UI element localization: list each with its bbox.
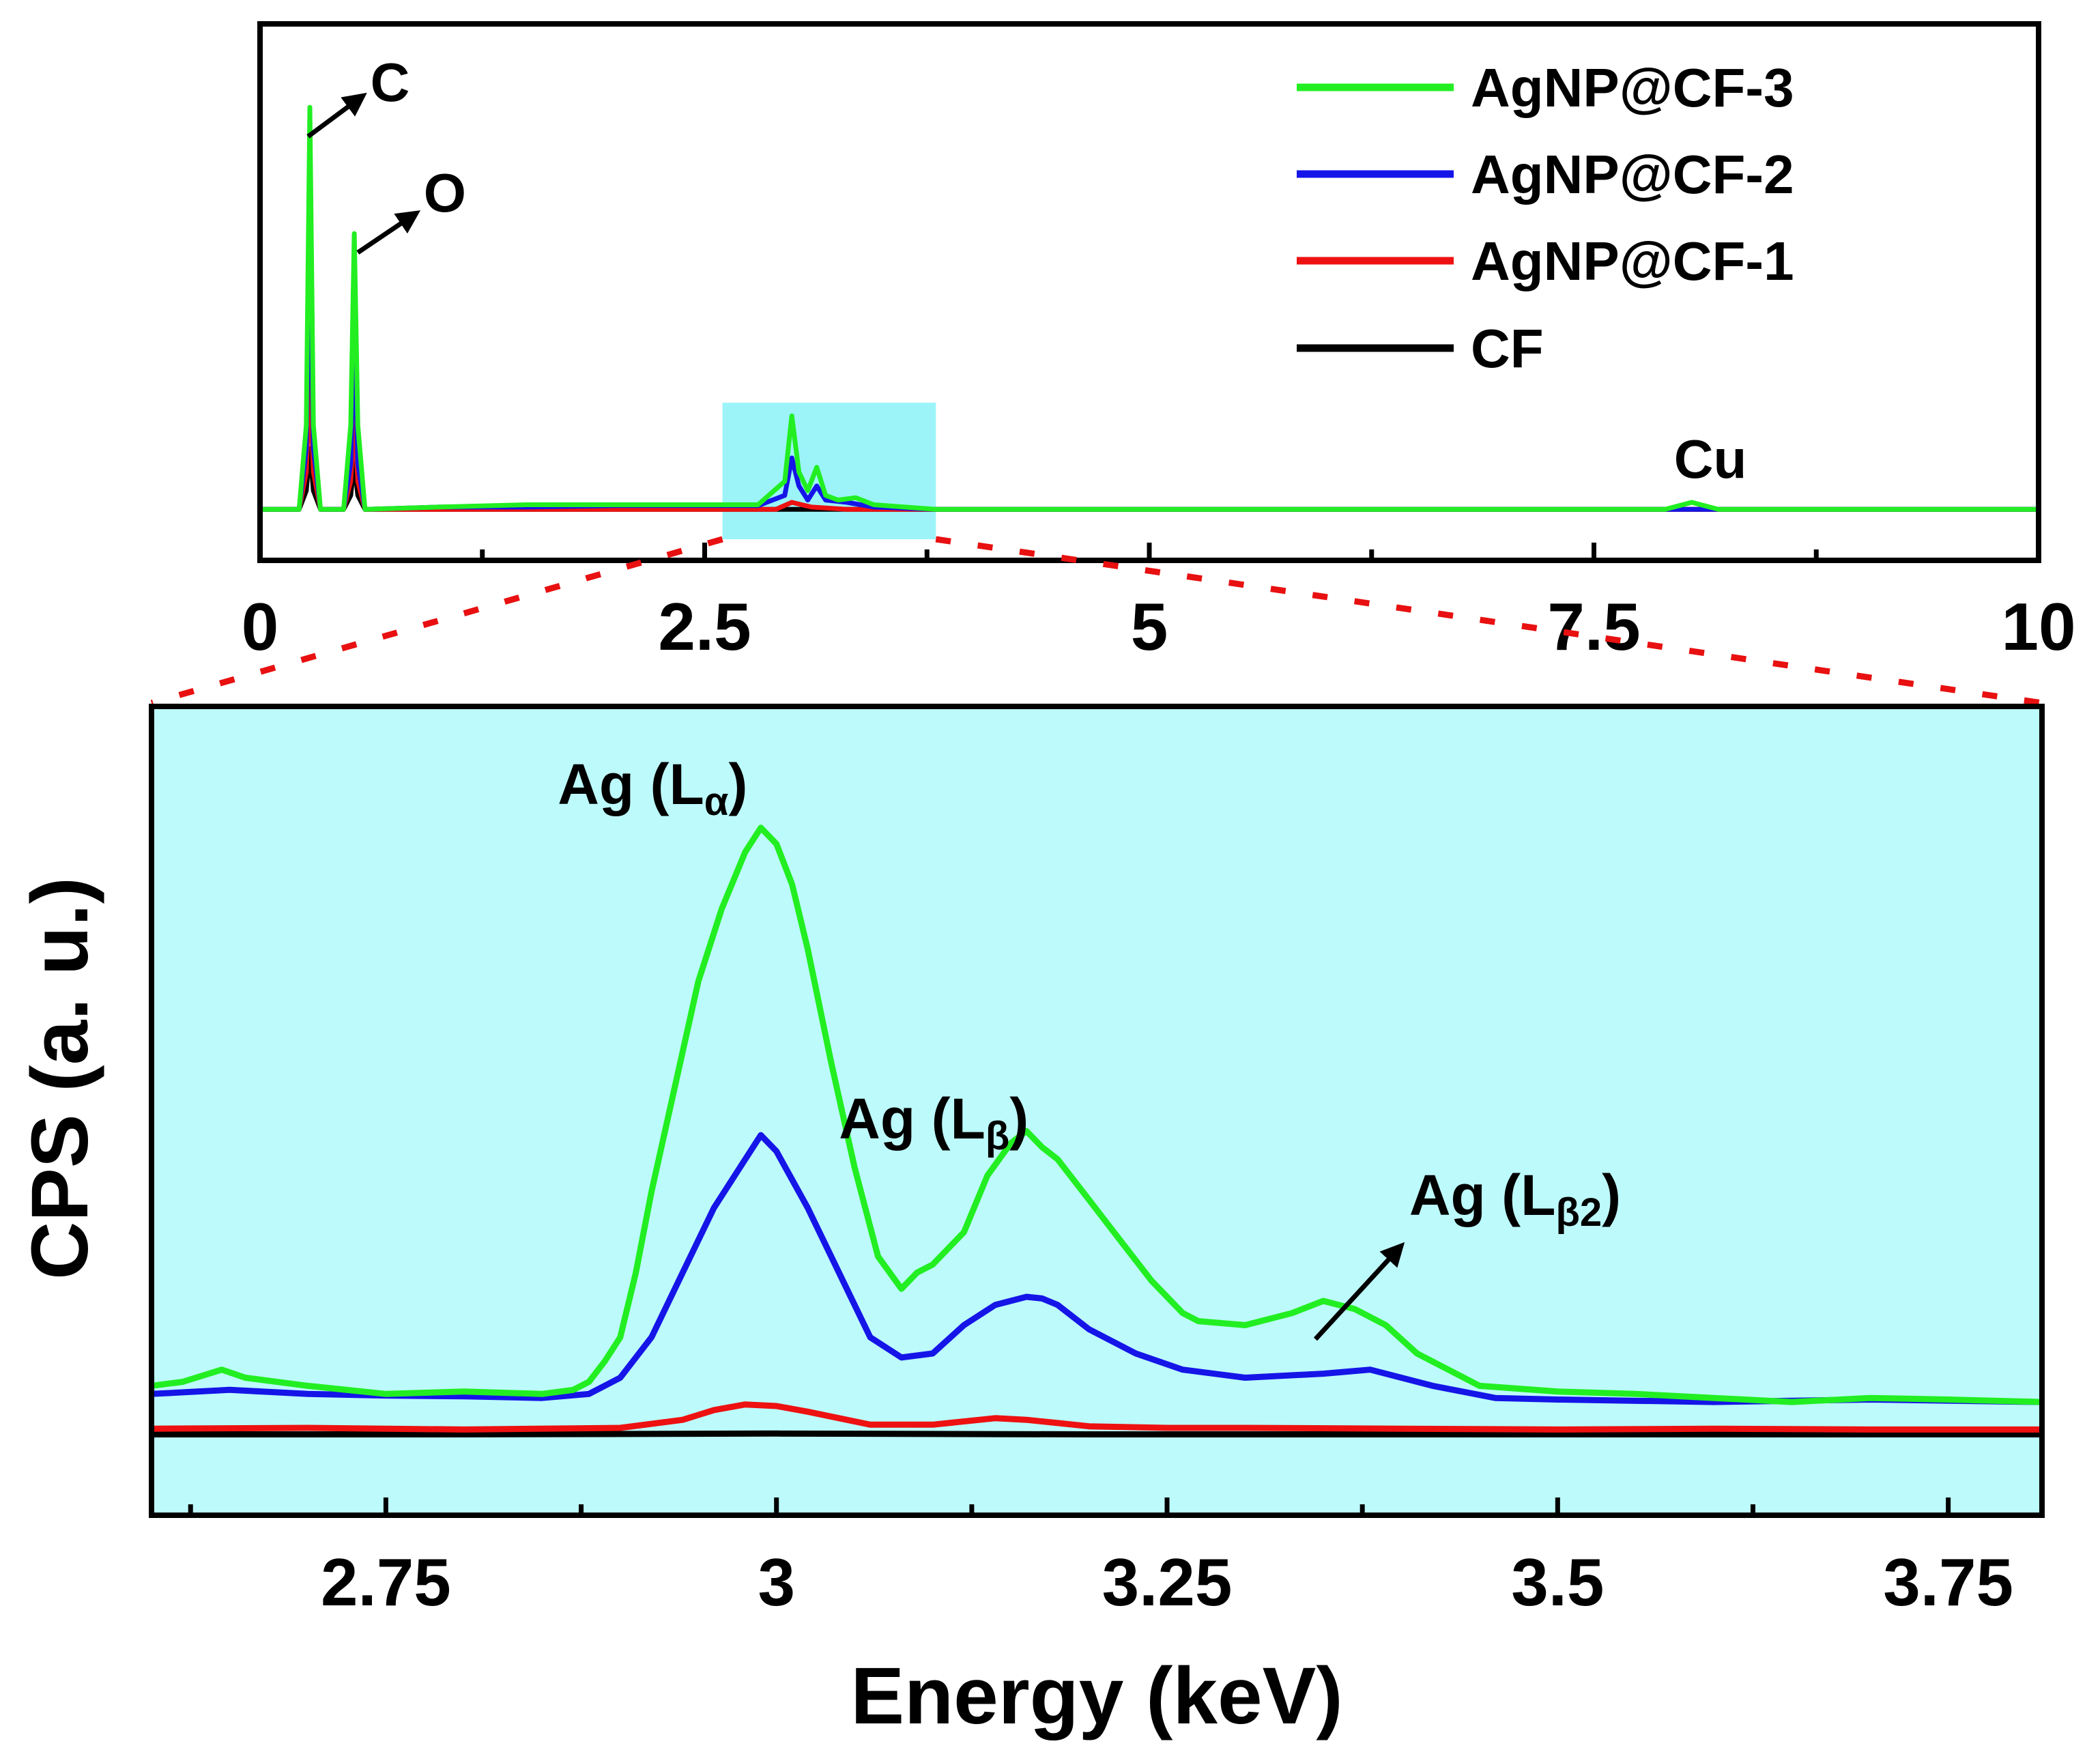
overview-peak-label-c: C: [371, 52, 410, 113]
x-axis-label: Energy (keV): [850, 1651, 1342, 1741]
legend-label-agnp-cf-3: AgNP@CF-3: [1471, 57, 1794, 118]
zoom-series-agnp-cf-3: [152, 825, 2042, 1405]
overview-series-agnp-cf-3: [260, 104, 2039, 512]
legend-label-agnp-cf-1: AgNP@CF-1: [1471, 231, 1794, 291]
legend-label-cf: CF: [1471, 318, 1544, 379]
zoom-series-group: [152, 825, 2042, 1437]
overview-peak-label-cu: Cu: [1674, 429, 1747, 489]
zoom-panel: 2.75 3 3.25 3.5 3.75 Ag (Lα) Ag (Lβ) Ag (Lβ2…: [15, 704, 2045, 1741]
zoom-series-cf: [152, 1430, 2042, 1437]
overview-series-agnp-cf-1: [260, 376, 2039, 512]
legend: AgNP@CF-3 AgNP@CF-2 AgNP@CF-1 CF: [1297, 57, 1794, 379]
x-tick-label: 0: [242, 589, 279, 664]
arrow-icon: [306, 92, 367, 139]
y-axis-label: CPS (a. u.): [15, 877, 105, 1280]
overview-panel: 0 2.5 5 7.5 10 C O Cu AgNP@CF-3 AgNP@CF-2 Ag…: [242, 21, 2076, 664]
peak-label-ag-l-beta2: Ag (Lβ2): [1409, 1163, 1621, 1235]
x-tick-label: 3: [758, 1545, 795, 1620]
zoom-region-highlight: [722, 403, 936, 539]
overview-x-ticks: 0 2.5 5 7.5 10: [242, 543, 2076, 664]
peak-label-ag-l-beta: Ag (Lβ): [839, 1087, 1029, 1158]
peak-label-ag-l-alpha: Ag (Lα): [558, 752, 747, 824]
zoom-plot-background: [152, 706, 2042, 1515]
overview-series-group: [260, 104, 2039, 512]
overview-peak-label-o: O: [424, 162, 466, 223]
zoom-connectors: [150, 536, 2043, 706]
x-tick-label: 7.5: [1547, 589, 1640, 664]
x-tick-label: 2.75: [321, 1545, 451, 1620]
x-tick-label: 5: [1131, 589, 1168, 664]
x-tick-label: 2.5: [658, 589, 751, 664]
overview-series-cf: [260, 446, 2039, 512]
zoom-connector-right: [935, 536, 2043, 706]
x-tick-label: 3.25: [1102, 1545, 1233, 1620]
zoom-series-agnp-cf-1: [152, 1401, 2042, 1433]
x-tick-label: 3.75: [1883, 1545, 2013, 1620]
arrow-icon: [1313, 1242, 1405, 1341]
x-tick-label: 10: [2001, 589, 2075, 664]
zoom-series-agnp-cf-2: [152, 1132, 2042, 1405]
zoom-connector-left: [150, 536, 723, 706]
zoom-x-ticks: 2.75 3 3.25 3.5 3.75: [188, 1497, 2013, 1620]
arrow-icon: [356, 210, 421, 255]
zoom-plot-frame: [149, 704, 2045, 1518]
legend-label-agnp-cf-2: AgNP@CF-2: [1471, 144, 1794, 205]
x-tick-label: 3.5: [1511, 1545, 1604, 1620]
